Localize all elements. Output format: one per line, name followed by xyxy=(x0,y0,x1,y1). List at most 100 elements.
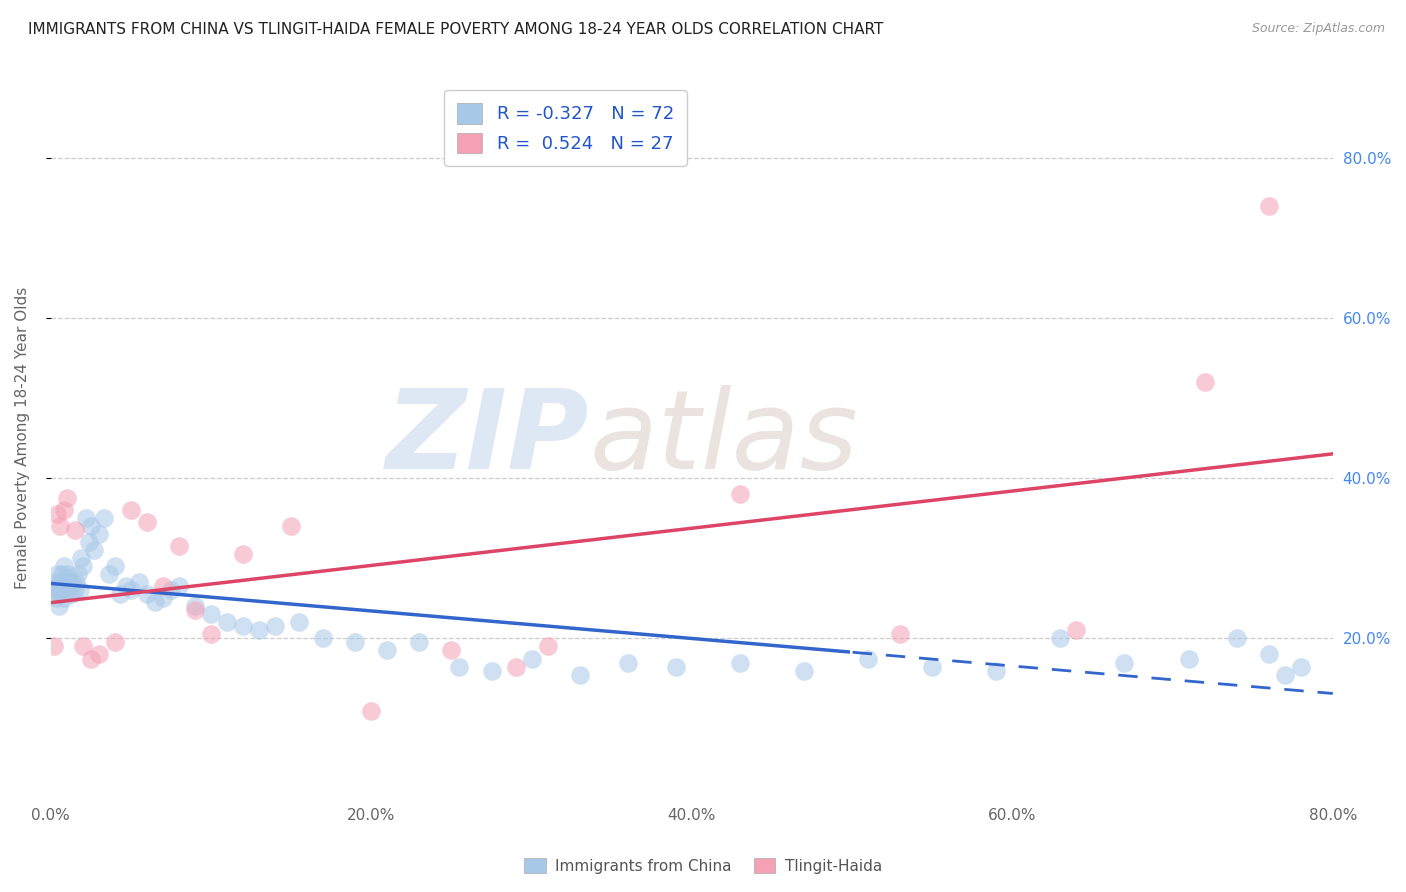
Point xyxy=(46,583,69,598)
Point xyxy=(167,539,190,553)
Point xyxy=(1257,199,1279,213)
Point xyxy=(120,583,142,598)
Point xyxy=(108,587,131,601)
Point xyxy=(232,619,254,633)
Point xyxy=(93,511,115,525)
Point xyxy=(45,575,67,590)
Point xyxy=(160,583,183,598)
Point xyxy=(46,567,69,582)
Point xyxy=(46,507,69,521)
Point xyxy=(83,543,105,558)
Point xyxy=(136,515,159,529)
Point xyxy=(232,547,254,561)
Point xyxy=(184,599,207,614)
Point xyxy=(63,583,86,598)
Point xyxy=(87,527,110,541)
Point xyxy=(51,567,73,582)
Point xyxy=(62,575,84,590)
Point xyxy=(72,640,94,654)
Point xyxy=(728,656,751,670)
Point xyxy=(505,659,527,673)
Point xyxy=(45,591,67,606)
Point xyxy=(120,503,142,517)
Point xyxy=(104,635,127,649)
Point xyxy=(665,659,688,673)
Text: atlas: atlas xyxy=(589,384,858,491)
Point xyxy=(48,579,70,593)
Point xyxy=(408,635,430,649)
Point xyxy=(200,627,222,641)
Y-axis label: Female Poverty Among 18-24 Year Olds: Female Poverty Among 18-24 Year Olds xyxy=(15,287,30,590)
Point xyxy=(60,587,83,601)
Point xyxy=(52,591,75,606)
Point xyxy=(143,595,166,609)
Point xyxy=(1177,651,1199,665)
Point xyxy=(79,535,101,549)
Point xyxy=(1114,656,1136,670)
Point xyxy=(136,587,159,601)
Point xyxy=(70,551,93,566)
Point xyxy=(1289,659,1312,673)
Point xyxy=(280,519,302,533)
Point xyxy=(167,579,190,593)
Point xyxy=(115,579,138,593)
Legend: Immigrants from China, Tlingit-Haida: Immigrants from China, Tlingit-Haida xyxy=(517,852,889,880)
Point xyxy=(65,575,87,590)
Point xyxy=(75,511,97,525)
Point xyxy=(52,559,75,574)
Point xyxy=(87,648,110,662)
Point xyxy=(59,579,82,593)
Point xyxy=(80,519,103,533)
Point xyxy=(375,643,398,657)
Point xyxy=(56,583,79,598)
Point xyxy=(440,643,463,657)
Text: ZIP: ZIP xyxy=(385,384,589,491)
Point xyxy=(72,559,94,574)
Point xyxy=(1257,648,1279,662)
Point xyxy=(360,704,382,718)
Point xyxy=(986,664,1008,678)
Point xyxy=(856,651,879,665)
Point xyxy=(49,575,72,590)
Point xyxy=(344,635,367,649)
Point xyxy=(80,651,103,665)
Point xyxy=(520,651,543,665)
Point xyxy=(217,615,239,630)
Point xyxy=(1049,632,1071,646)
Text: Source: ZipAtlas.com: Source: ZipAtlas.com xyxy=(1251,22,1385,36)
Point xyxy=(48,599,70,614)
Point xyxy=(152,579,174,593)
Point xyxy=(69,583,91,598)
Point xyxy=(56,567,79,582)
Point xyxy=(1226,632,1249,646)
Point xyxy=(568,667,591,681)
Point xyxy=(728,487,751,501)
Point xyxy=(97,567,120,582)
Point xyxy=(1274,667,1296,681)
Point xyxy=(49,519,72,533)
Point xyxy=(312,632,335,646)
Point xyxy=(52,503,75,517)
Point xyxy=(152,591,174,606)
Point xyxy=(49,587,72,601)
Point xyxy=(67,567,90,582)
Point xyxy=(63,523,86,537)
Point xyxy=(536,640,558,654)
Point xyxy=(200,607,222,622)
Point xyxy=(449,659,471,673)
Point xyxy=(58,571,80,585)
Point xyxy=(793,664,815,678)
Point xyxy=(42,583,65,598)
Point xyxy=(184,603,207,617)
Point xyxy=(247,624,270,638)
Point xyxy=(1066,624,1088,638)
Point xyxy=(42,640,65,654)
Point xyxy=(1194,375,1216,389)
Point xyxy=(616,656,638,670)
Point xyxy=(104,559,127,574)
Legend: R = -0.327   N = 72, R =  0.524   N = 27: R = -0.327 N = 72, R = 0.524 N = 27 xyxy=(444,90,686,166)
Point xyxy=(889,627,911,641)
Point xyxy=(56,491,79,506)
Point xyxy=(128,575,150,590)
Point xyxy=(53,575,76,590)
